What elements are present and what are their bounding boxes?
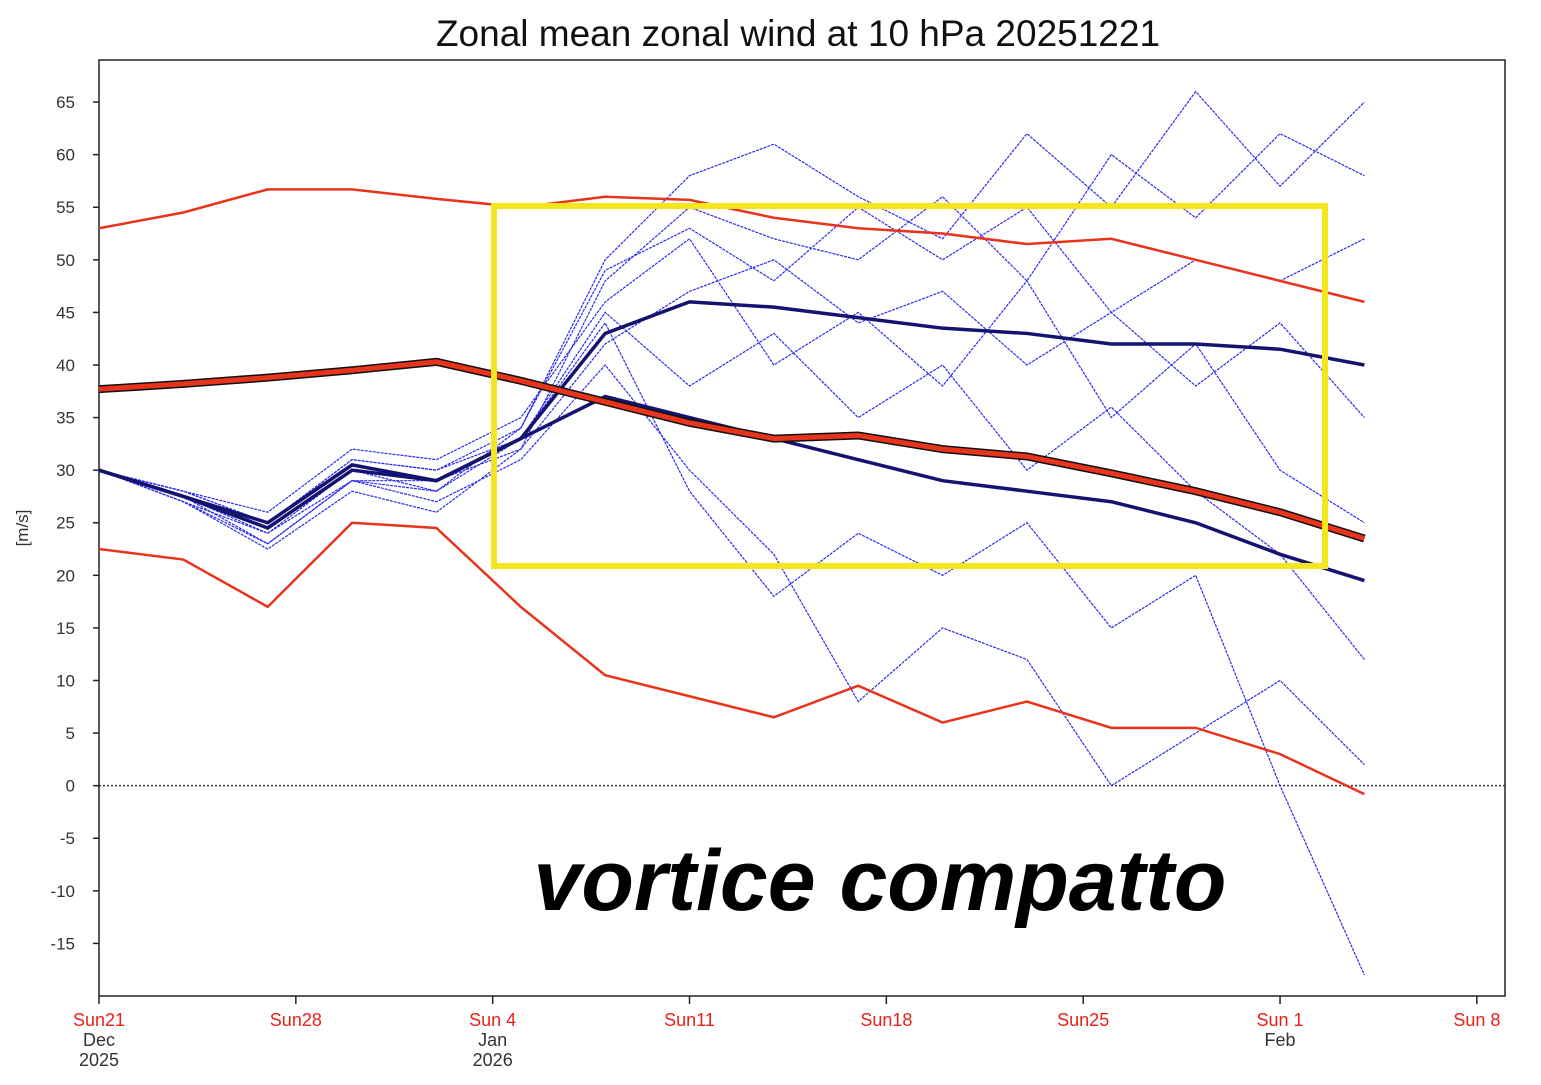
y-tick-label: 10 — [56, 671, 75, 690]
y-tick-label: 45 — [56, 303, 75, 322]
y-axis-label: [m/s] — [13, 510, 32, 547]
x-tick-label: Sun21 — [73, 1010, 125, 1030]
series-line — [98, 259, 1365, 534]
series-line — [98, 521, 1365, 796]
y-tick-label: 15 — [56, 619, 75, 638]
y-tick-label: 40 — [56, 356, 75, 375]
x-tick-label: Sun18 — [860, 1010, 912, 1030]
y-tick-label: -10 — [50, 882, 75, 901]
x-year-label: 2026 — [473, 1050, 513, 1070]
x-tick-label: Sun11 — [664, 1010, 715, 1030]
y-tick-label: 65 — [56, 93, 75, 112]
y-tick-label: -15 — [50, 934, 75, 953]
x-year-label: 2025 — [79, 1050, 119, 1070]
highlight-box — [491, 203, 1328, 569]
y-tick-label: 35 — [56, 409, 75, 428]
x-period-label: Feb — [1265, 1030, 1296, 1050]
y-tick-label: 60 — [56, 146, 75, 165]
y-tick-label: 5 — [66, 724, 75, 743]
annotation: vortice compatto — [534, 833, 1227, 929]
x-tick-label: Sun 1 — [1257, 1010, 1304, 1030]
x-tick-label: Sun28 — [270, 1010, 322, 1030]
x-tick-label: Sun 4 — [469, 1010, 516, 1030]
y-tick-label: 25 — [56, 514, 75, 533]
plot-frame — [98, 59, 1506, 997]
y-tick-label: -5 — [60, 829, 75, 848]
series-line — [98, 237, 1365, 524]
y-tick-label: 0 — [66, 777, 75, 796]
y-tick-label: 20 — [56, 566, 75, 585]
chart-title: Zonal mean zonal wind at 10 hPa 20251221 — [436, 13, 1160, 54]
series-line — [98, 311, 1365, 660]
y-tick-label: 55 — [56, 198, 75, 217]
x-tick-label: Sun 8 — [1453, 1010, 1500, 1030]
x-tick-label: Sun25 — [1057, 1010, 1109, 1030]
x-period-label: Jan — [478, 1030, 507, 1050]
series-line — [98, 321, 1365, 976]
series-line — [98, 300, 1365, 530]
y-tick-label: 30 — [56, 461, 75, 480]
x-period-label: Dec — [83, 1030, 115, 1050]
series-line — [98, 132, 1365, 550]
series-line — [98, 90, 1365, 524]
y-tick-label: 50 — [56, 251, 75, 270]
series-line — [98, 206, 1365, 545]
series-line — [98, 359, 1366, 541]
